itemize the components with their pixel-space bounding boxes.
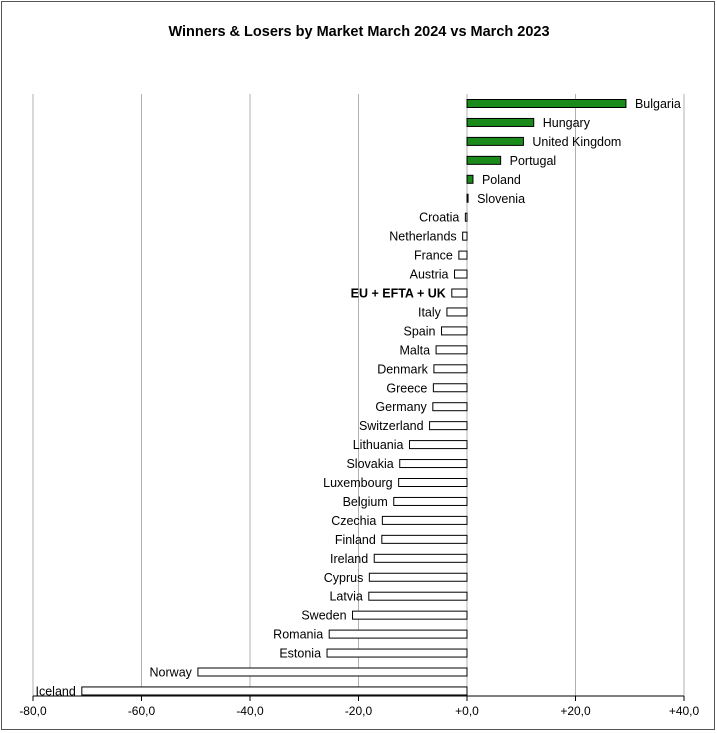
bar-label-3: Portugal: [510, 154, 557, 168]
bar-label-4: Poland: [482, 173, 521, 187]
x-tick-label-3: -20,0: [345, 704, 373, 718]
bar-label-10: EU + EFTA + UK: [351, 287, 446, 301]
bar-15: [432, 383, 468, 393]
bar-label-0: Bulgaria: [635, 97, 681, 111]
bar-21: [393, 496, 468, 506]
x-tick-label-6: +40,0: [669, 704, 700, 718]
bar-19: [399, 459, 468, 469]
chart-title: Winners & Losers by Market March 2024 vs…: [168, 24, 550, 40]
bar-2: [466, 136, 524, 146]
x-tick-label-2: -40,0: [236, 704, 264, 718]
bar-label-16: Germany: [375, 400, 427, 414]
bar-label-19: Slovakia: [346, 457, 393, 471]
bar-label-17: Switzerland: [359, 419, 424, 433]
bar-label-21: Belgium: [343, 495, 388, 509]
bar-label-15: Greece: [386, 381, 427, 395]
bar-31: [81, 686, 468, 696]
bar-label-13: Malta: [399, 343, 430, 357]
bar-8: [458, 250, 468, 260]
bar-5: [466, 193, 469, 203]
bar-label-12: Spain: [404, 324, 436, 338]
bar-27: [352, 610, 468, 620]
bar-9: [454, 269, 468, 279]
bar-label-28: Romania: [273, 628, 323, 642]
bar-14: [433, 364, 468, 374]
bar-label-27: Sweden: [301, 609, 346, 623]
bar-label-20: Luxembourg: [323, 476, 393, 490]
bar-label-8: France: [414, 249, 453, 263]
bar-11: [446, 307, 468, 317]
bar-10: [451, 288, 468, 298]
bar-23: [381, 534, 468, 544]
bar-label-14: Denmark: [377, 362, 428, 376]
bar-30: [197, 667, 468, 677]
bar-13: [435, 345, 468, 355]
bar-label-2: United Kingdom: [532, 135, 621, 149]
bar-label-30: Norway: [150, 666, 193, 680]
bar-0: [466, 99, 627, 108]
bar-label-5: Slovenia: [477, 192, 525, 206]
bar-25: [368, 572, 468, 582]
x-tick-label-1: -60,0: [128, 704, 156, 718]
bar-label-23: Finland: [335, 533, 376, 547]
gridlines: [32, 94, 685, 696]
x-tick-label-0: -80,0: [19, 704, 47, 718]
category-labels: Bulgaria Hungary United Kingdom Portugal Pol…: [36, 97, 681, 698]
bar-label-7: Netherlands: [389, 230, 456, 244]
bar-label-18: Lithuania: [353, 438, 404, 452]
bar-label-1: Hungary: [543, 116, 591, 130]
bar-26: [368, 591, 468, 601]
bar-label-29: Estonia: [279, 647, 321, 661]
bar-label-25: Cyprus: [324, 571, 364, 585]
bar-3: [466, 155, 502, 165]
bar-label-31: Iceland: [36, 684, 76, 698]
bar-17: [429, 421, 468, 431]
x-tick-label-5: +20,0: [560, 704, 591, 718]
bar-18: [408, 440, 468, 450]
x-tick-label-4: +0,0: [455, 704, 479, 718]
bar-label-11: Italy: [418, 305, 442, 319]
bar-1: [466, 117, 535, 127]
bar-22: [381, 515, 468, 525]
x-axis: -80,0 -60,0 -40,0 -20,0 +0,0 +20,0 +40,0: [19, 695, 700, 718]
bar-29: [326, 648, 468, 658]
bar-label-22: Czechia: [331, 514, 376, 528]
bar-28: [328, 629, 468, 639]
bar-24: [373, 553, 468, 563]
bar-16: [432, 402, 468, 412]
bar-20: [398, 478, 468, 487]
bar-6: [464, 212, 468, 222]
bar-label-6: Croatia: [419, 211, 459, 225]
bar-7: [462, 231, 468, 241]
bars: [81, 99, 627, 696]
bar-label-24: Ireland: [330, 552, 368, 566]
bar-label-9: Austria: [410, 268, 449, 282]
bar-4: [466, 174, 474, 184]
bar-12: [441, 326, 468, 336]
bar-label-26: Latvia: [329, 590, 362, 604]
